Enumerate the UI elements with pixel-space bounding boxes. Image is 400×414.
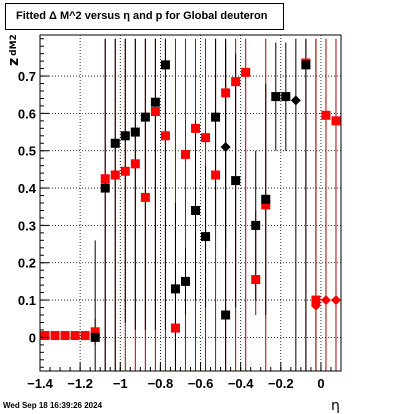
y-axis-title-main: z [6,58,22,66]
red-square-point [180,149,190,159]
black-square-point [150,97,160,107]
y-tick-label: 0.1 [18,293,36,308]
black-diamond-point [220,142,231,152]
y-tick-label: 0.4 [18,181,37,196]
x-tick-label: −0.8 [148,376,174,391]
plot-background [40,35,341,371]
red-square-point [241,67,251,77]
red-square-point [70,331,80,341]
black-square-point [100,183,110,193]
y-tick-label: 0 [29,330,36,345]
black-square-point [261,194,271,204]
black-square-point [301,60,311,70]
chart-title: Fitted Δ M^2 versus η and p for Global d… [5,3,284,30]
red-square-point [251,275,261,285]
tick-labels: −1.4 −1.2 −1 −0.8 −0.6 −0.4 −0.2 0 0 0.1 0.2 0.3 0.4… [18,69,325,391]
red-square-point [50,331,60,341]
red-square-point [140,192,150,202]
red-square-point [60,331,70,341]
black-square-point [180,276,190,286]
axis-ticks [39,38,342,371]
black-square-point [221,310,231,320]
black-square-point [251,220,261,230]
black-square-point [271,92,281,102]
red-square-point [321,110,331,120]
black-diamond-point [290,95,301,106]
red-diamond-point [330,295,341,306]
black-square-point [170,284,180,294]
x-tick-label: −1.4 [27,376,53,391]
x-axis-title: η [331,398,340,414]
black-square-point [110,138,120,148]
red-square-point [170,323,180,333]
x-tick-label: 0 [317,376,324,391]
black-square-point [191,205,201,215]
red-square-point [211,170,221,180]
black-square-point [231,176,241,186]
black-square-point [90,332,100,342]
red-square-point [100,174,110,184]
date-stamp: Wed Sep 18 16:39:26 2024 [3,401,103,410]
red-square-point [261,200,271,210]
red-diamond-point [320,295,331,306]
red-square-point [331,116,341,126]
red-square-point [201,133,211,143]
y-axis-title: z dM2 [6,34,22,66]
red-square-point [130,159,140,169]
y-tick-label: 0.5 [18,144,36,159]
x-tick-label: −1 [113,376,128,391]
x-tick-label: −0.2 [268,376,294,391]
black-square-point [140,112,150,122]
x-tick-label: −1.2 [67,376,93,391]
red-square-point [80,331,90,341]
red-square-point [40,331,50,341]
red-square-point [90,327,100,337]
x-tick-label: −0.6 [188,376,214,391]
y-tick-label: 0.3 [18,218,36,233]
black-square-point [130,127,140,137]
red-square-point [191,123,201,133]
y-tick-label: 0.2 [18,256,36,271]
y-axis-title-sub: dM2 [9,34,19,56]
red-square-point [231,77,241,87]
black-square-point [281,92,291,102]
red-square-point [120,166,130,176]
black-square-point [201,232,211,242]
black-square-point [120,131,130,141]
red-square-point [311,295,321,305]
x-tick-label: −0.4 [228,376,254,391]
black-square-point [211,112,221,122]
black-square-point [160,60,170,70]
red-square-point [150,107,160,117]
y-tick-label: 0.6 [18,106,36,121]
red-square-point [110,170,120,180]
y-tick-label: 0.7 [18,69,36,84]
red-square-point [160,131,170,141]
data-markers [40,58,341,342]
red-square-point [221,88,231,98]
